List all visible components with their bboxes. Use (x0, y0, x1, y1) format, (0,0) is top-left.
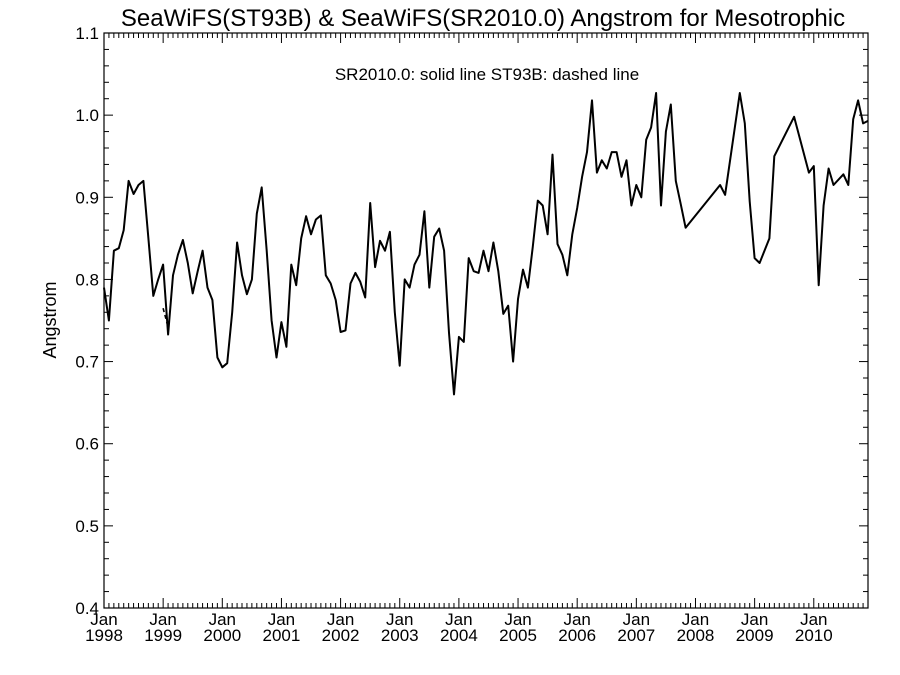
y-axis-label: Angstrom (40, 281, 60, 358)
x-tick-month: Jan (682, 610, 709, 629)
x-tick-year: 2000 (203, 626, 241, 645)
chart-title: SeaWiFS(ST93B) & SeaWiFS(SR2010.0) Angst… (121, 5, 845, 32)
x-tick-month: Jan (741, 610, 768, 629)
x-tick-month: Jan (504, 610, 531, 629)
y-tick-label: 1.0 (75, 106, 99, 125)
x-tick-year: 2003 (381, 626, 419, 645)
y-tick-label: 0.6 (75, 435, 99, 454)
y-tick-label: 0.9 (75, 188, 99, 207)
x-tick-month: Jan (268, 610, 295, 629)
x-tick-year: 2004 (440, 626, 478, 645)
x-tick-month: Jan (327, 610, 354, 629)
x-tick-month: Jan (800, 610, 827, 629)
x-tick-year: 2006 (558, 626, 596, 645)
x-tick-year: 2007 (617, 626, 655, 645)
y-tick-label: 1.1 (75, 24, 99, 43)
x-tick-month: Jan (90, 610, 117, 629)
x-tick-month: Jan (149, 610, 176, 629)
x-tick-month: Jan (209, 610, 236, 629)
x-tick-year: 2001 (263, 626, 301, 645)
x-tick-month: Jan (623, 610, 650, 629)
x-tick-year: 2005 (499, 626, 537, 645)
x-tick-year: 2008 (677, 626, 715, 645)
series-line-solid (103, 92, 869, 396)
x-tick-year: 1999 (144, 626, 182, 645)
x-tick-month: Jan (445, 610, 472, 629)
plot-frame (103, 32, 869, 609)
y-tick-label: 0.4 (75, 599, 99, 618)
x-tick-year: 2002 (322, 626, 360, 645)
x-tick-year: 2009 (736, 626, 774, 645)
series-line-dashed (162, 307, 169, 328)
x-tick-month: Jan (386, 610, 413, 629)
x-tick-month: Jan (563, 610, 590, 629)
x-tick-year: 1998 (85, 626, 123, 645)
series-layer (103, 92, 869, 396)
y-tick-label: 0.5 (75, 517, 99, 536)
legend-annotation: SR2010.0: solid line ST93B: dashed line (335, 65, 639, 84)
axis-ticks: 0.40.50.60.70.80.91.01.1Jan1998Jan1999Ja… (75, 24, 869, 645)
y-tick-label: 0.8 (75, 270, 99, 289)
x-tick-year: 2010 (795, 626, 833, 645)
y-tick-label: 0.7 (75, 353, 99, 372)
